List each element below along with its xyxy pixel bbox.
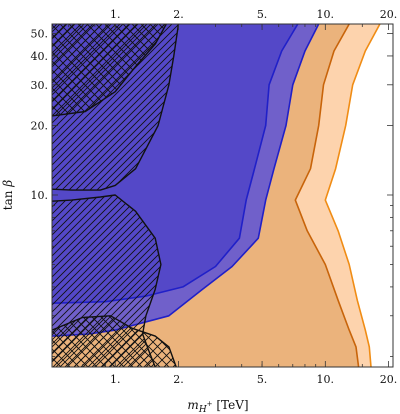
x-tick-label: 1.	[110, 373, 121, 386]
x-axis: 1. 1. 2. 2. 5. 5. 10. 10. 20. 20.	[68, 8, 398, 386]
x-tick-label-top: 10.	[317, 8, 335, 21]
x-tick-label: 10.	[317, 373, 335, 386]
diagonal-region-boundary-upper	[52, 24, 180, 191]
x-axis-title: mH+ [TeV]	[187, 398, 248, 414]
contour-orange	[294, 24, 360, 367]
y-tick-label: 50.	[31, 28, 49, 41]
x-tick-label: 5.	[257, 373, 268, 386]
y-tick-label: 40.	[31, 50, 49, 63]
y-tick-label: 30.	[31, 79, 49, 92]
exclusion-regions	[52, 24, 381, 367]
x-tick-label-top: 2.	[173, 8, 184, 21]
cross-hatched-region	[52, 24, 177, 367]
contour-light-orange	[324, 24, 381, 367]
y-tick-label: 20.	[31, 119, 49, 132]
y-axis: 10. 20. 30. 40. 50.	[31, 28, 393, 357]
x-tick-label: 20.	[380, 373, 398, 386]
x-tick-label: 2.	[173, 373, 184, 386]
y-tick-label: 10.	[31, 189, 49, 202]
x-tick-label-top: 5.	[257, 8, 268, 21]
cross-region-boundary-lower	[52, 315, 177, 367]
x-tick-label-top: 1.	[110, 8, 121, 21]
x-tick-label-top: 20.	[380, 8, 398, 21]
y-axis-title: tan β	[1, 180, 15, 211]
cross-region-boundary-upper	[52, 24, 167, 117]
plot-frame	[51, 23, 394, 368]
